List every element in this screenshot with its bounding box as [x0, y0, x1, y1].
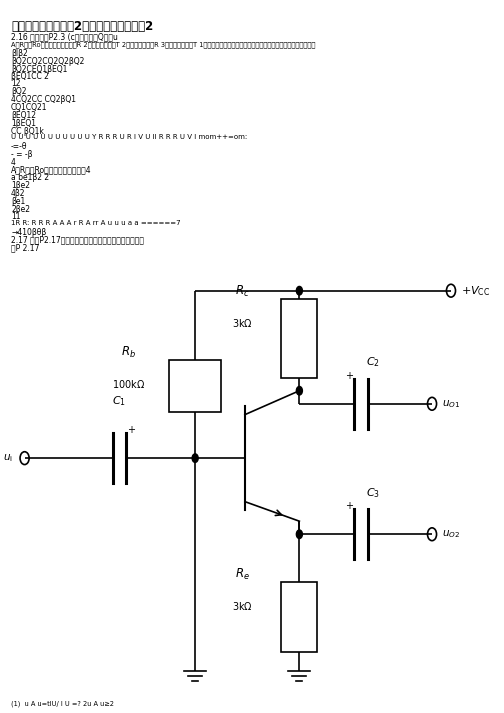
- Text: 2.16 试求出题P2.3 (c）所示电路Q点、u: 2.16 试求出题P2.3 (c）所示电路Q点、u: [11, 33, 118, 42]
- Text: βe1: βe1: [11, 197, 25, 206]
- Text: $3\mathrm{k}\Omega$: $3\mathrm{k}\Omega$: [232, 600, 253, 612]
- Text: 4CQ2CC CQ2βQ1: 4CQ2CC CQ2βQ1: [11, 95, 76, 104]
- Circle shape: [192, 454, 198, 463]
- Text: $R_e$: $R_e$: [235, 567, 250, 582]
- Text: 题P 2.17: 题P 2.17: [11, 243, 39, 252]
- Text: $u_{O2}$: $u_{O2}$: [442, 528, 460, 540]
- Text: $100\mathrm{k}\Omega$: $100\mathrm{k}\Omega$: [112, 378, 146, 390]
- Text: $u_\mathrm{i}$: $u_\mathrm{i}$: [3, 452, 13, 464]
- Text: $u_{O1}$: $u_{O1}$: [442, 398, 460, 410]
- Bar: [169, 360, 221, 412]
- Text: 1βEQ1: 1βEQ1: [11, 118, 36, 128]
- Text: 11: 11: [11, 212, 21, 222]
- Text: +: +: [345, 371, 353, 381]
- Text: $3\mathrm{k}\Omega$: $3\mathrm{k}\Omega$: [232, 317, 253, 329]
- Text: $C_2$: $C_2$: [366, 356, 380, 369]
- Text: βQ2CQ2CQ2Q2βQ2: βQ2CQ2CQ2Q2βQ2: [11, 57, 85, 66]
- Text: $C_1$: $C_1$: [112, 395, 127, 409]
- Text: $R_b$: $R_b$: [121, 345, 136, 360]
- Text: →410βθβ: →410βθβ: [11, 228, 46, 237]
- Text: CQ1CQ21: CQ1CQ21: [11, 103, 47, 112]
- Text: A、R：以Ro的表达式分析如下：4: A、R：以Ro的表达式分析如下：4: [11, 165, 92, 175]
- Text: +: +: [127, 425, 135, 435]
- Text: (1)  u A u=tIU/ I U =? 2u A u≥2: (1) u A u=tIU/ I U =? 2u A u≥2: [11, 701, 114, 707]
- Text: βQ2CEQ1βEQ1: βQ2CEQ1βEQ1: [11, 65, 68, 73]
- Text: βIβ2: βIβ2: [11, 49, 28, 58]
- Text: 1R R: R R R A A A r R A rr A u u u a a ======7: 1R R: R R R A A A r R A rr A u u u a a =…: [11, 220, 181, 226]
- Text: 1βe2: 1βe2: [11, 181, 30, 190]
- Text: βEQ12: βEQ12: [11, 111, 36, 120]
- Circle shape: [296, 530, 302, 538]
- Bar: [281, 299, 318, 378]
- Text: +: +: [345, 501, 353, 511]
- Text: 4: 4: [11, 158, 16, 167]
- Text: $C_3$: $C_3$: [366, 486, 380, 500]
- Text: $R_c$: $R_c$: [235, 284, 250, 299]
- Text: a be1β2 2: a be1β2 2: [11, 173, 49, 183]
- Text: 2.17 设题P2.17所示有载共基输入电压为正弦波，试问：: 2.17 设题P2.17所示有载共基输入电压为正弦波，试问：: [11, 235, 144, 245]
- Text: 2βe2: 2βe2: [11, 205, 30, 214]
- Text: $+V_{\mathrm{CC}}$: $+V_{\mathrm{CC}}$: [461, 284, 490, 297]
- Text: 模拟电路习题答案第2章基本放大电路题解2: 模拟电路习题答案第2章基本放大电路题解2: [11, 20, 153, 33]
- Text: - = -β: - = -β: [11, 150, 33, 159]
- Circle shape: [296, 287, 302, 295]
- Text: A、R：以Ro的表达式。设静动时R 2中的电流远大于T 2管的基极电流且R 3中的电流远大于T 1管的基极电流。则：再只晶体管的通动状态，前后则分析如下：: A、R：以Ro的表达式。设静动时R 2中的电流远大于T 2管的基极电流且R 3中…: [11, 41, 316, 48]
- Text: 4β2: 4β2: [11, 189, 26, 198]
- Text: βQ2: βQ2: [11, 88, 27, 96]
- Text: -=-θ: -=-θ: [11, 143, 28, 151]
- Text: CC βQ1k: CC βQ1k: [11, 127, 44, 135]
- Circle shape: [296, 386, 302, 395]
- Text: βEQ1CC 2: βEQ1CC 2: [11, 72, 49, 81]
- Text: U U U U U U U U U U U Y R R R U R I V U II R R R U V I mom++=om:: U U U U U U U U U U U Y R R R U R I V U …: [11, 134, 247, 140]
- Bar: [281, 582, 318, 652]
- Text: 12: 12: [11, 80, 21, 88]
